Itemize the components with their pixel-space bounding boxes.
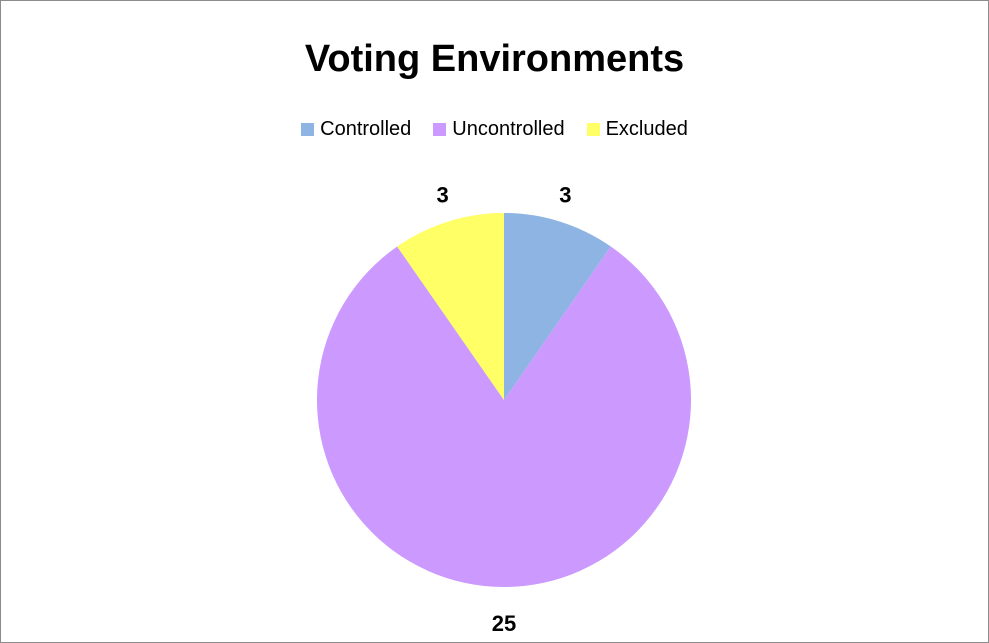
legend-label-controlled: Controlled <box>320 118 412 140</box>
legend-entry-controlled: Controlled <box>301 118 411 141</box>
legend-swatch-excluded <box>586 123 600 136</box>
pie-slice-controlled <box>504 213 611 400</box>
pie-slice-uncontrolled <box>316 246 691 587</box>
data-label-excluded: 3 <box>437 182 449 207</box>
chart-legend: Controlled Uncontrolled Excluded <box>0 118 989 141</box>
legend-swatch-controlled <box>301 123 315 136</box>
chart-title: Voting Environments <box>304 38 685 80</box>
legend-entry-uncontrolled: Uncontrolled <box>433 118 565 141</box>
data-label-controlled: 3 <box>559 182 571 207</box>
legend-swatch-uncontrolled <box>433 123 447 136</box>
legend-label-excluded: Excluded <box>605 118 688 140</box>
pie-slice-excluded <box>397 213 504 400</box>
data-label-uncontrolled: 25 <box>492 611 516 636</box>
legend-label-uncontrolled: Uncontrolled <box>452 118 565 140</box>
legend-entry-excluded: Excluded <box>586 118 688 141</box>
